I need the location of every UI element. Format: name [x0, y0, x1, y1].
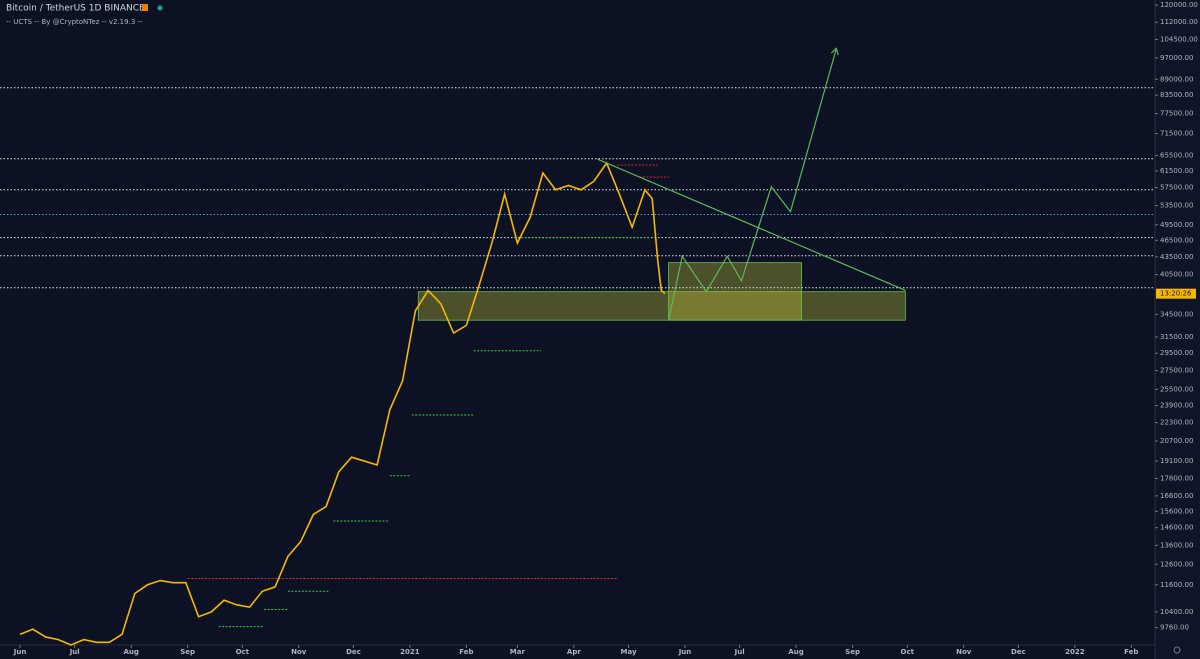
x-tick-label: Sep [180, 648, 195, 656]
zone [668, 262, 802, 321]
x-tick-label: Oct [901, 648, 915, 656]
projection-path [668, 48, 837, 321]
x-tick-label: 2022 [1065, 648, 1085, 656]
y-tick-label: 43500.00 [1160, 253, 1193, 261]
x-tick-label: Dec [1011, 648, 1026, 656]
arrow-head [830, 47, 839, 56]
y-tick-label: 31500.00 [1160, 333, 1193, 341]
y-tick-label: 77500.00 [1160, 110, 1193, 118]
y-tick-label: 120000.00 [1160, 1, 1198, 9]
price-label-box [1156, 288, 1196, 299]
chart-title: Bitcoin / TetherUS 1D BINANCE [6, 4, 145, 14]
y-tick-label: 14600.00 [1160, 524, 1193, 532]
y-tick-label: 11600.00 [1160, 581, 1193, 589]
price-label: 13:20:26 [1160, 290, 1192, 298]
y-tick-label: 15600.00 [1160, 507, 1193, 515]
x-tick-label: Feb [459, 648, 473, 656]
flag-icon [142, 4, 148, 11]
x-tick-label: Aug [123, 648, 138, 656]
y-tick-label: 112000.00 [1160, 18, 1198, 26]
zone [417, 291, 906, 321]
x-tick-label: Jul [734, 648, 745, 656]
settings-icon[interactable] [1173, 646, 1181, 654]
price-line [19, 161, 666, 646]
y-tick-label: 23900.00 [1160, 401, 1193, 409]
status-dot [157, 5, 163, 11]
y-tick-label: 97000.00 [1160, 54, 1193, 62]
y-tick-label: 49500.00 [1160, 221, 1193, 229]
y-tick-label: 12600.00 [1160, 560, 1193, 568]
x-tick-label: Jun [13, 648, 27, 656]
x-tick-label: Dec [346, 648, 361, 656]
x-tick-label: Nov [291, 648, 307, 656]
x-tick-label: 2021 [400, 648, 420, 656]
y-tick-label: 25500.00 [1160, 385, 1193, 393]
y-tick-label: 9760.00 [1160, 624, 1189, 632]
y-tick-label: 16600.00 [1160, 492, 1193, 500]
y-tick-label: 13600.00 [1160, 541, 1193, 549]
y-tick-label: 34500.00 [1160, 310, 1193, 318]
x-tick-label: Oct [236, 648, 250, 656]
x-tick-label: Feb [1124, 648, 1138, 656]
x-tick-label: Aug [788, 648, 803, 656]
x-tick-label: May [620, 648, 636, 656]
y-tick-label: 40500.00 [1160, 271, 1193, 279]
x-tick-label: Jul [69, 648, 80, 656]
y-tick-label: 19100.00 [1160, 457, 1193, 465]
y-tick-label: 61500.00 [1160, 167, 1193, 175]
x-tick-label: Apr [567, 648, 581, 656]
y-tick-label: 29500.00 [1160, 349, 1193, 357]
y-tick-label: 10400.00 [1160, 608, 1193, 616]
y-tick-label: 17800.00 [1160, 475, 1193, 483]
y-tick-label: 89000.00 [1160, 75, 1193, 83]
y-tick-label: 20700.00 [1160, 437, 1193, 445]
y-tick-label: 104500.00 [1160, 35, 1198, 43]
indicator-label: -- UCTS -- By @CryptoNTez -- v2.19.3 -- [6, 18, 143, 26]
y-tick-label: 57500.00 [1160, 184, 1193, 192]
y-tick-label: 46500.00 [1160, 236, 1193, 244]
price-axis [1155, 0, 1200, 659]
y-tick-label: 22300.00 [1160, 419, 1193, 427]
x-tick-label: Nov [956, 648, 972, 656]
x-tick-label: Jun [678, 648, 692, 656]
y-tick-label: 83500.00 [1160, 91, 1193, 99]
x-tick-label: Sep [845, 648, 860, 656]
x-tick-label: Mar [510, 648, 526, 656]
y-tick-label: 27500.00 [1160, 367, 1193, 375]
y-tick-label: 65500.00 [1160, 151, 1193, 159]
trendline [597, 158, 906, 291]
y-tick-label: 71500.00 [1160, 130, 1193, 138]
y-tick-label: 53500.00 [1160, 202, 1193, 210]
